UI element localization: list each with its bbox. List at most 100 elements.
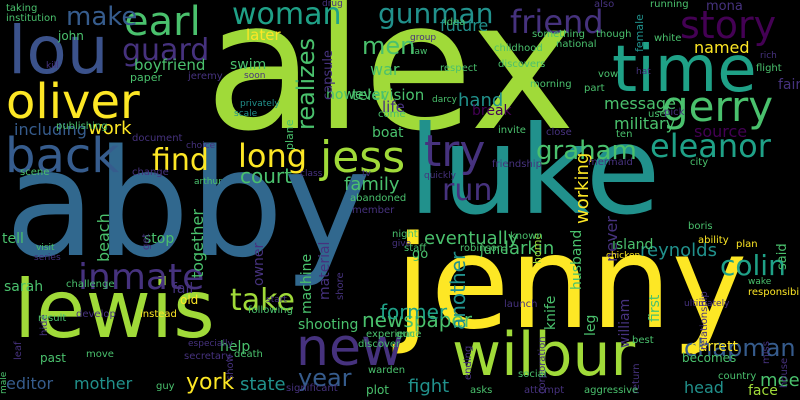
word-also: vow — [598, 69, 619, 80]
word-jeremy: tv — [362, 169, 371, 179]
word-take: take — [230, 283, 295, 318]
word-inmate: inmate — [78, 257, 205, 298]
word-social: law — [412, 47, 428, 57]
word-city: secretary — [184, 351, 231, 362]
word-owner: institution — [6, 13, 57, 24]
word-beach: island — [612, 237, 654, 253]
word-paper: class — [300, 169, 323, 179]
word-plan: past — [40, 351, 66, 365]
word-miss: darcy — [432, 95, 458, 105]
word-reynolds: beach — [94, 213, 113, 262]
word-ending: part — [584, 83, 605, 94]
word-york: chapman — [684, 334, 796, 362]
word-start: attempt — [524, 385, 565, 396]
word-leaf: white — [654, 33, 682, 44]
word-source: hand — [458, 90, 504, 111]
word-fair: head — [684, 378, 724, 397]
word-childhood: something — [532, 29, 585, 40]
word-shooting: tell — [2, 231, 24, 247]
word-future: reynolds — [640, 240, 717, 261]
word-arthur: death — [234, 349, 263, 360]
word-try: try — [424, 126, 486, 177]
word-june: capsule — [321, 50, 336, 100]
word-gerry: gerry — [662, 82, 774, 131]
word-boris: especially — [188, 339, 233, 349]
word-discover: aggressive — [584, 385, 639, 396]
word-return: come — [378, 109, 406, 120]
word-larkin: court — [240, 164, 292, 188]
word-fight: former — [380, 300, 448, 324]
word-oliver: oliver — [6, 74, 140, 130]
word-plot: miss — [761, 341, 772, 364]
word-later: fight — [408, 376, 450, 397]
word-run: run — [442, 173, 493, 208]
word-work: york — [186, 370, 235, 395]
word-colin: colin — [720, 249, 786, 282]
word-invite: plan — [736, 239, 758, 250]
word-knife: sarah — [4, 279, 44, 295]
word-tell: including — [14, 120, 87, 139]
word-new: new — [296, 318, 404, 378]
word-female: publishing — [56, 121, 108, 132]
word-robinson: challenge — [66, 279, 115, 290]
word-respect: ultimately — [684, 299, 730, 309]
word-ability: move — [86, 349, 114, 360]
word-fall: message — [604, 94, 676, 113]
word-military: together — [188, 209, 207, 278]
word-becomes: material — [317, 241, 333, 300]
word-graham: graham — [536, 136, 637, 166]
word-warden: country — [718, 371, 757, 382]
word-eleanor: eleanor — [650, 127, 771, 165]
word-develop: discover — [358, 339, 401, 350]
word-attempt: launch — [504, 299, 538, 310]
word-group: discovers — [498, 59, 546, 70]
word-garrett: leg — [583, 314, 599, 336]
word-gunman: gunman — [378, 0, 494, 30]
word-staff: old — [180, 293, 199, 307]
word-together: garrett — [690, 339, 739, 355]
word-experience: best — [632, 335, 654, 346]
word-past: help — [220, 339, 251, 355]
word-break: fall — [172, 281, 194, 297]
word-especially: warden — [368, 365, 406, 376]
word-back: back — [5, 128, 120, 184]
word-face: television — [352, 86, 425, 104]
word-night: result — [38, 313, 67, 324]
word-shore: ten — [616, 129, 633, 140]
word-idea: childhood — [494, 43, 543, 54]
word-mona: swim — [230, 57, 267, 73]
word-drug: hat — [636, 67, 651, 77]
word-another: machine — [299, 253, 315, 314]
word-kill: kill — [46, 61, 59, 71]
word-lewis: lewis — [14, 263, 215, 356]
word-best: social — [518, 369, 547, 380]
word-abby: abby — [5, 118, 372, 290]
word-move: gun — [396, 329, 416, 340]
word-following: asks — [470, 385, 493, 396]
word-friendship: said — [775, 243, 790, 270]
word-darcy: night — [392, 229, 418, 240]
word-guard: guard — [122, 33, 210, 68]
word-launch: group — [410, 33, 437, 43]
word-taking: close — [546, 127, 572, 138]
word-discovers: though — [596, 29, 632, 40]
word-instead: shore — [335, 272, 346, 300]
word-responsibility: male — [0, 371, 9, 394]
word-pick: responsibility — [748, 287, 800, 298]
word-death: plot — [366, 383, 389, 397]
word-time: time — [612, 33, 757, 107]
word-william: mona — [706, 0, 743, 14]
word-story: story — [680, 3, 777, 47]
word-plane: scale — [234, 109, 258, 119]
word-show: use — [648, 109, 666, 120]
word-though: female — [633, 14, 646, 52]
word-series: following — [248, 305, 293, 316]
word-husband: break — [472, 103, 512, 119]
word-member: develop — [76, 309, 116, 320]
word-including: william — [617, 298, 633, 348]
word-jenny: jenny — [395, 209, 748, 358]
word-white: chicken — [606, 251, 641, 261]
word-house: morning — [530, 79, 572, 90]
word-woman: woman — [232, 0, 342, 32]
word-known: series — [34, 253, 61, 263]
